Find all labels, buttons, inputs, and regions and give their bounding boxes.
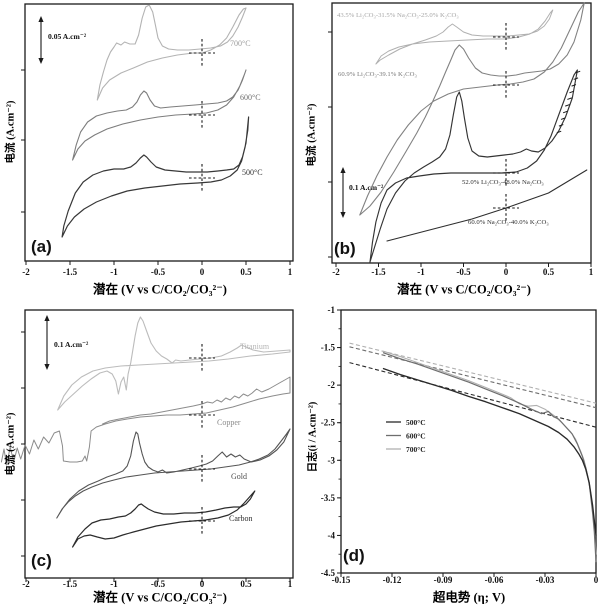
svg-text:-0.15: -0.15 [332, 575, 351, 585]
svg-text:-1.5: -1.5 [371, 267, 386, 277]
svg-text:60.0% Na₂CO₃-40.0% K₂CO₃: 60.0% Na₂CO₃-40.0% K₂CO₃ [468, 219, 549, 226]
panel-c-label: (c) [31, 551, 52, 570]
svg-text:-1.5: -1.5 [63, 579, 78, 589]
svg-text:-0.5: -0.5 [151, 579, 166, 589]
svg-text:0.1 A.cm⁻²: 0.1 A.cm⁻² [349, 183, 384, 192]
svg-text:-4.5: -4.5 [321, 568, 336, 578]
panel-c-chart: -2 -1.5 -1 -0.5 0 0.5 1 0.1 A.cm⁻² Titanium Coppe… [0, 309, 294, 589]
panel-c-xlabel: 潜在 (V vs C/CO₂/CO₃²⁻) [93, 590, 227, 605]
panel-a-ylabel: 电流 (A.cm⁻²) [5, 100, 17, 164]
svg-text:-1: -1 [110, 267, 118, 277]
svg-text:Carbon: Carbon [229, 514, 253, 523]
panel-b-label: (b) [334, 239, 356, 258]
svg-text:-0.03: -0.03 [536, 575, 555, 585]
svg-text:500°C: 500°C [406, 418, 426, 427]
panel-d-ylabel: 日志(i / A.cm⁻²) [307, 401, 319, 473]
svg-text:0: 0 [504, 267, 509, 277]
svg-text:-2: -2 [332, 267, 340, 277]
svg-text:-1: -1 [110, 579, 118, 589]
svg-text:-1: -1 [328, 305, 336, 315]
svg-text:-3.5: -3.5 [321, 493, 336, 503]
svg-text:-0.06: -0.06 [485, 575, 504, 585]
svg-text:-0.5: -0.5 [151, 267, 166, 277]
svg-text:0.1 A.cm⁻²: 0.1 A.cm⁻² [54, 340, 89, 349]
panel-a-xlabel: 潜在 (V vs C/CO₂/CO₃²⁻) [93, 282, 227, 297]
svg-text:700°C: 700°C [230, 39, 251, 48]
svg-text:1: 1 [288, 579, 293, 589]
svg-text:500°C: 500°C [242, 168, 263, 177]
svg-text:-0.09: -0.09 [434, 575, 453, 585]
svg-text:-2: -2 [22, 579, 30, 589]
svg-text:43.5% Li₂CO₃-31.5% Na₂CO₃-25.0: 43.5% Li₂CO₃-31.5% Na₂CO₃-25.0% K₂CO₃ [337, 12, 459, 19]
svg-text:0: 0 [594, 575, 599, 585]
svg-text:-1.5: -1.5 [63, 267, 78, 277]
panel-d-xlabel: 超电势 (η; V) [432, 590, 506, 605]
panel-d-chart: -0.15 -0.12 -0.09 -0.06 -0.03 0 -1 -1.5 -2 -2.5 -3… [321, 305, 599, 585]
svg-text:Copper: Copper [217, 418, 241, 427]
panel-b-chart: -2 -1.5 -1 -0.5 0 0.5 1 0.1 A.cm⁻² 43.5% Li₂CO₃-… [328, 2, 594, 277]
panel-a-label: (a) [31, 237, 52, 256]
svg-text:0.5: 0.5 [543, 267, 555, 277]
svg-text:-1.5: -1.5 [321, 343, 336, 353]
svg-text:-0.12: -0.12 [383, 575, 402, 585]
svg-text:-2: -2 [22, 267, 30, 277]
svg-text:1: 1 [288, 267, 293, 277]
svg-text:1: 1 [589, 267, 594, 277]
svg-text:-2: -2 [328, 380, 336, 390]
svg-text:-2.5: -2.5 [321, 418, 336, 428]
svg-text:700°C: 700°C [406, 445, 426, 454]
svg-text:0: 0 [200, 579, 205, 589]
svg-text:0: 0 [200, 267, 205, 277]
svg-text:600°C: 600°C [240, 93, 261, 102]
svg-text:52.0% Li₂CO₃-48.0% Na₂CO₃: 52.0% Li₂CO₃-48.0% Na₂CO₃ [462, 179, 544, 186]
svg-text:600°C: 600°C [406, 431, 426, 440]
svg-text:-1: -1 [417, 267, 425, 277]
panel-a-chart: -2 -1.5 -1 -0.5 0 0.5 1 0.05 A.cm⁻² 700°C 600°C 50… [21, 3, 294, 277]
panel-d-label: (d) [343, 546, 365, 565]
svg-text:0.5: 0.5 [240, 579, 252, 589]
svg-text:Gold: Gold [231, 472, 247, 481]
panel-c-ylabel: 电流 (A.cm⁻²) [5, 412, 17, 476]
svg-text:Titanium: Titanium [240, 342, 270, 351]
svg-text:-3: -3 [328, 455, 336, 465]
svg-text:-0.5: -0.5 [456, 267, 471, 277]
svg-text:0.05 A.cm⁻²: 0.05 A.cm⁻² [48, 32, 87, 41]
svg-text:-4: -4 [328, 530, 336, 540]
panel-b-xlabel: 潜在 (V vs C/CO₂/CO₃²⁻) [397, 282, 531, 297]
svg-text:0.5: 0.5 [240, 267, 252, 277]
panel-b-ylabel: 电流 (A.cm⁻²) [306, 103, 318, 167]
svg-text:60.9% Li₂CO₃-39.1% K₂CO₃: 60.9% Li₂CO₃-39.1% K₂CO₃ [338, 71, 417, 78]
